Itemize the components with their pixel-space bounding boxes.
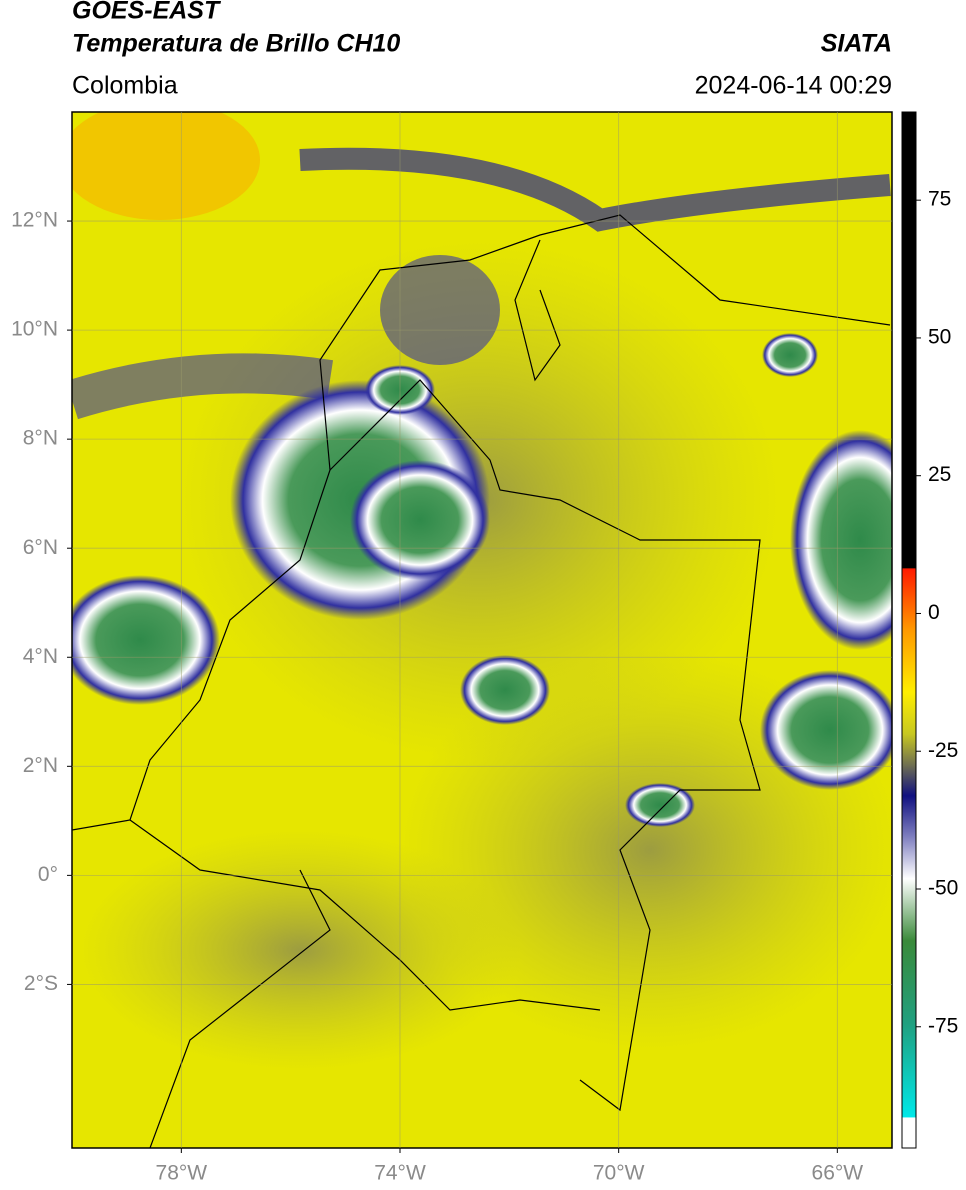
colorbar-tick-label: 75 [928, 188, 951, 211]
colorbar-tick-label: -75 [928, 1014, 958, 1037]
lat-tick-label: 4°N [23, 645, 58, 668]
colorbar-tick-label: 0 [928, 601, 940, 624]
map-frame [71, 111, 893, 1149]
lat-tick-label: 2°N [23, 754, 58, 777]
lat-tick-label: 2°S [24, 972, 58, 995]
colorbar-tick-label: 25 [928, 463, 951, 486]
colorbar-tick-label: 50 [928, 325, 951, 348]
lon-tick-label: 74°W [374, 1162, 426, 1185]
satellite-image [72, 112, 892, 1148]
colorbar [901, 111, 917, 1149]
colorbar-tick-label: -25 [928, 739, 958, 762]
lat-tick-label: 10°N [11, 318, 58, 341]
lat-tick-label: 8°N [23, 427, 58, 450]
colorbar-tick-label: -50 [928, 877, 958, 900]
region: Colombia [72, 72, 178, 100]
source: SIATA [821, 30, 892, 58]
title-line1: GOES-EAST [72, 0, 222, 25]
lon-tick-label: 70°W [593, 1162, 645, 1185]
lon-tick-label: 66°W [812, 1162, 864, 1185]
title-line2: Temperatura de Brillo CH10 [72, 30, 400, 58]
lat-tick-label: 6°N [23, 536, 58, 559]
graticule [72, 112, 892, 1148]
datetime: 2024-06-14 00:29 [695, 72, 892, 100]
lon-tick-label: 78°W [156, 1162, 208, 1185]
lat-tick-label: 12°N [11, 209, 58, 232]
lat-tick-label: 0° [38, 863, 58, 886]
